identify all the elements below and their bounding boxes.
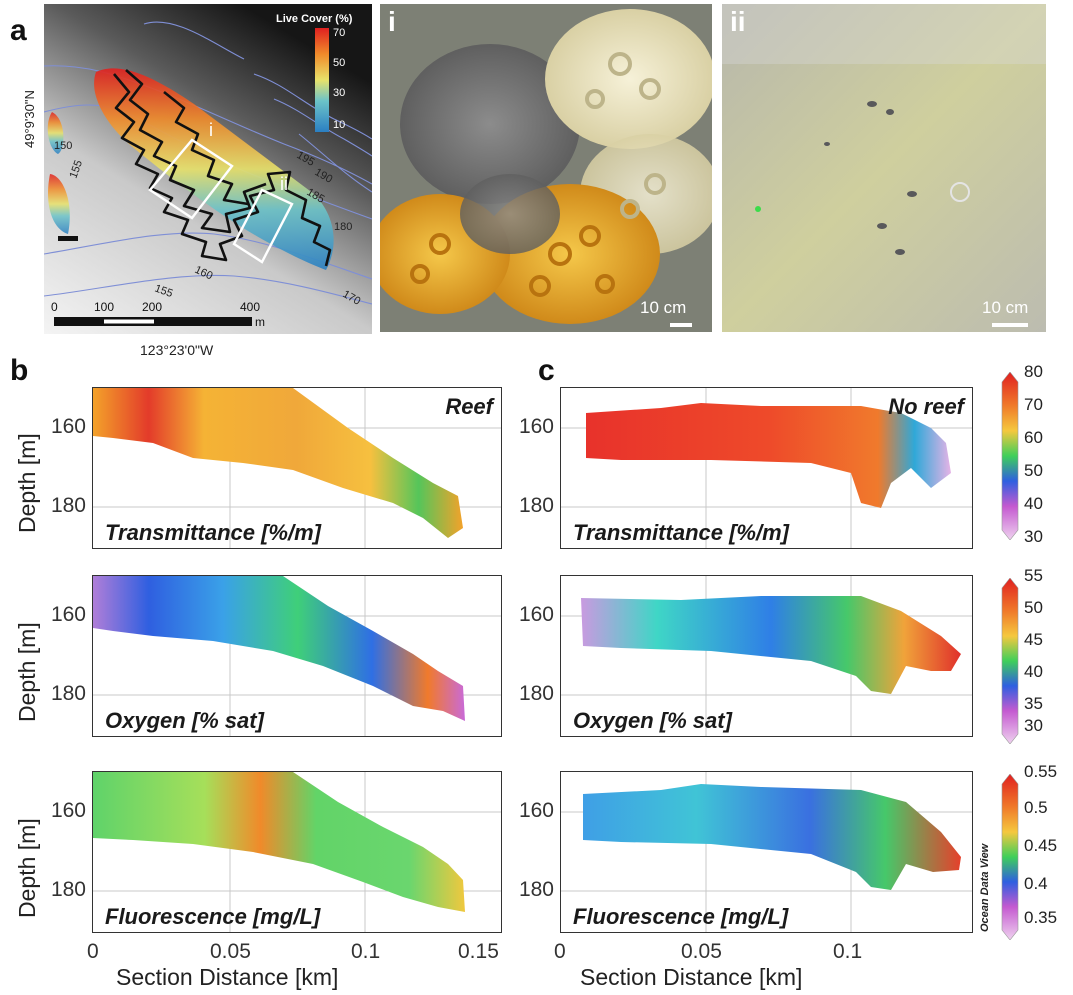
section-reef-fluorescence: Fluorescence [mg/L] [92,771,502,933]
ytick: 160 [50,603,86,626]
svg-text:155: 155 [153,283,174,301]
title-fluorescence-reef: Fluorescence [mg/L] [105,904,321,929]
svg-text:0: 0 [51,300,58,314]
ytick: 160 [518,415,554,438]
map-box-label-i: i [209,120,213,140]
section-reef-transmittance: Reef Transmittance [%/m] [92,387,502,549]
svg-text:30: 30 [333,87,345,99]
title-transmittance-noreef: Transmittance [%/m] [573,520,789,545]
ytick: 160 [50,415,86,438]
photo-ii-letter: ii [730,6,746,37]
svg-text:m: m [255,315,265,329]
xlabel-b: Section Distance [km] [116,964,339,990]
xtick: 0.1 [351,940,381,963]
ytick: 180 [50,878,86,901]
cbar-tick: 40 [1024,662,1043,681]
xtick: 0 [554,940,566,963]
panel-label-c: c [538,354,555,387]
section-reef-oxygen: Oxygen [% sat] [92,575,502,737]
ytick: 160 [518,603,554,626]
xtick: 0.05 [681,940,722,963]
title-transmittance-reef: Transmittance [%/m] [105,520,321,545]
cbar-tick: 55 [1024,566,1043,585]
ytick: 160 [50,799,86,822]
xtick: 0.15 [458,940,499,963]
map-legend-title: Live Cover (%) [276,13,353,25]
ylabel: Depth [m] [14,433,40,533]
section-noreef-oxygen: Oxygen [% sat] [560,575,973,737]
cbar-tick: 30 [1024,716,1043,735]
xtick: 0.05 [210,940,251,963]
cbar-tick: 45 [1024,630,1043,649]
colorbar-oxygen [1001,578,1019,744]
svg-text:100: 100 [94,300,114,314]
cbar-tick: 0.45 [1024,836,1058,855]
svg-text:400: 400 [240,300,260,314]
xlabel-c: Section Distance [km] [580,964,803,990]
ytick: 180 [50,494,86,517]
map-lat-label: 49°9'30"N [22,90,37,148]
xtick: 0.1 [833,940,863,963]
ytick: 180 [518,494,554,517]
map-panel: i ii 150 155 195 190 185 180 160 155 170… [43,4,373,334]
section-noreef-transmittance: No reef Transmittance [%/m] [560,387,973,549]
svg-text:70: 70 [333,27,345,39]
ylabel: Depth [m] [14,818,40,918]
photo-i-letter: i [388,6,396,37]
reef-label: Reef [445,394,493,419]
cbar-tick: 35 [1024,694,1043,713]
noreef-label: No reef [888,394,964,419]
svg-text:10: 10 [333,119,345,131]
photo-i [380,4,712,332]
photo-ii [722,4,1046,332]
title-oxygen-reef: Oxygen [% sat] [105,708,264,733]
map-lon-label: 123°23'0"W [140,342,214,358]
ylabel: Depth [m] [14,622,40,722]
title-oxygen-noreef: Oxygen [% sat] [573,708,732,733]
cbar-tick: 0.4 [1024,874,1048,893]
xtick: 0 [87,940,99,963]
svg-text:50: 50 [333,57,345,69]
cbar-tick: 70 [1024,395,1043,414]
photo-ii-scale: 10 cm [982,298,1029,317]
cbar-tick: 50 [1024,598,1043,617]
ytick: 180 [50,682,86,705]
map-image: i ii 150 155 195 190 185 180 160 155 170… [43,4,373,334]
ocean-data-view-credit: Ocean Data View [979,843,991,932]
cbar-tick: 0.35 [1024,908,1058,927]
colorbar-transmittance [1001,372,1019,540]
map-box-label-ii: ii [280,174,288,194]
cbar-tick: 50 [1024,461,1043,480]
ytick: 180 [518,878,554,901]
cbar-tick: 80 [1024,362,1043,381]
section-noreef-fluorescence: Fluorescence [mg/L] [560,771,973,933]
ytick: 180 [518,682,554,705]
panel-label-a: a [10,14,27,47]
title-fluorescence-noreef: Fluorescence [mg/L] [573,904,789,929]
cbar-tick: 40 [1024,494,1043,513]
ytick: 160 [518,799,554,822]
cbar-tick: 60 [1024,428,1043,447]
panel-label-b: b [10,354,29,387]
svg-text:200: 200 [142,300,162,314]
svg-text:155: 155 [68,159,86,180]
svg-text:150: 150 [54,140,72,152]
cbar-tick: 0.5 [1024,798,1048,817]
cbar-tick: 0.55 [1024,762,1058,781]
cbar-tick: 30 [1024,527,1043,546]
svg-text:180: 180 [334,221,352,233]
photo-i-scale: 10 cm [640,298,687,317]
colorbar-fluorescence [1001,774,1019,940]
